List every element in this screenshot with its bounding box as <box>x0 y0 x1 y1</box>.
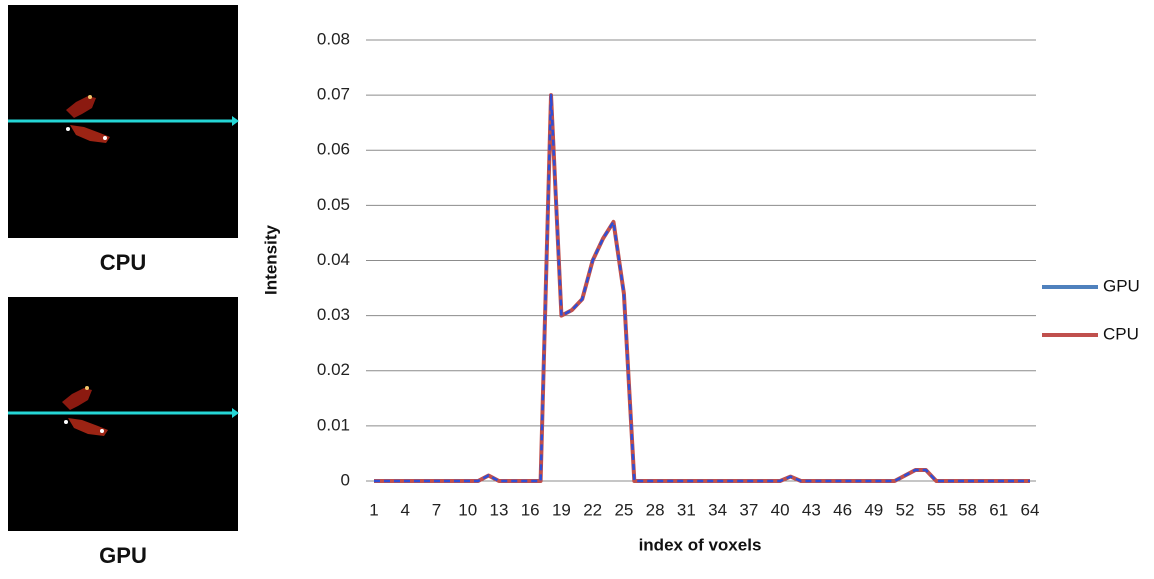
x-tick-label: 64 <box>1021 500 1040 519</box>
x-tick-label: 40 <box>771 500 790 519</box>
x-tick-label: 4 <box>401 500 410 519</box>
x-tick-label: 1 <box>369 500 378 519</box>
y-tick-label: 0.06 <box>317 140 350 159</box>
series-line <box>374 95 1030 481</box>
legend-label: GPU <box>1103 276 1140 295</box>
y-tick-label: 0.03 <box>317 305 350 324</box>
y-tick-label: 0.08 <box>317 29 350 48</box>
legend-label: CPU <box>1103 324 1139 343</box>
image-caption: GPU <box>99 543 147 568</box>
x-tick-label: 28 <box>646 500 665 519</box>
series-line <box>374 95 1030 481</box>
x-tick-label: 31 <box>677 500 696 519</box>
gpu-image <box>8 297 239 531</box>
y-tick-label: 0.01 <box>317 415 350 434</box>
x-tick-label: 61 <box>989 500 1008 519</box>
cpu-image <box>8 5 239 238</box>
x-tick-label: 52 <box>896 500 915 519</box>
y-tick-label: 0.02 <box>317 360 350 379</box>
x-tick-label: 34 <box>708 500 727 519</box>
x-tick-label: 43 <box>802 500 821 519</box>
x-tick-label: 16 <box>521 500 540 519</box>
image-caption: CPU <box>100 250 146 275</box>
y-axis-label: Intensity <box>261 225 280 295</box>
x-tick-label: 25 <box>614 500 633 519</box>
x-axis-label: index of voxels <box>639 535 762 554</box>
x-tick-label: 10 <box>458 500 477 519</box>
y-tick-label: 0.04 <box>317 250 350 269</box>
y-tick-label: 0.07 <box>317 85 350 104</box>
x-tick-label: 22 <box>583 500 602 519</box>
page: CPU GPU Intensity index of voxels 0 0.01 0… <box>0 0 1154 574</box>
x-tick-label: 55 <box>927 500 946 519</box>
y-tick-label: 0.05 <box>317 195 350 214</box>
x-tick-label: 58 <box>958 500 977 519</box>
x-tick-label: 46 <box>833 500 852 519</box>
x-tick-label: 49 <box>864 500 883 519</box>
x-tick-label: 13 <box>489 500 508 519</box>
y-tick-label: 0 <box>341 470 350 489</box>
x-tick-label: 37 <box>739 500 758 519</box>
x-tick-label: 7 <box>432 500 441 519</box>
x-tick-label: 19 <box>552 500 571 519</box>
